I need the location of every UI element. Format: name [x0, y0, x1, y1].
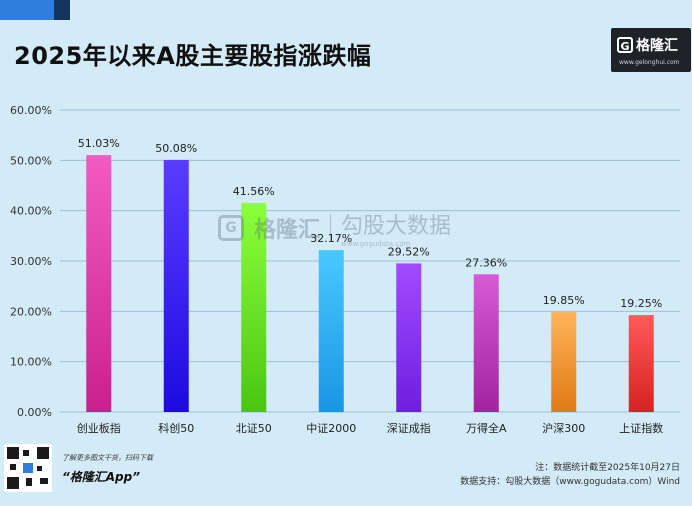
watermark-brand-a: 格隆汇 [254, 218, 321, 243]
value-label-1: 51.03% [78, 137, 120, 150]
bars [86, 155, 654, 413]
watermark: G 格隆汇 勾股大数据 www.gogudata.com [218, 208, 451, 248]
value-label-4: 32.17% [310, 232, 352, 245]
value-labels: 51.03% 50.08% 41.56% 32.17% 29.52% 27.36% 19.8… [78, 137, 662, 310]
value-label-6: 27.36% [465, 256, 507, 269]
y-tick-label: 0.00% [17, 406, 52, 419]
x-tick-label-8: 上证指数 [619, 421, 663, 435]
bar-7 [551, 312, 577, 412]
logo-url: www.gelonghui.com [619, 59, 680, 66]
x-tick-label-3: 北证50 [236, 422, 272, 435]
qr-note: 了解更多图文干货，扫码下载 [62, 454, 153, 462]
grid-lines [60, 109, 680, 413]
value-label-5: 29.52% [388, 245, 430, 258]
bar-3 [241, 202, 267, 412]
value-label-2: 50.08% [155, 142, 197, 155]
y-tick-labels: 0.00% 10.00% 20.00% 30.00% 40.00% 50.00% 60.00… [10, 104, 52, 419]
bar-2 [163, 159, 189, 412]
accent-bar-navy [54, 0, 70, 20]
y-tick-label: 20.00% [10, 305, 52, 318]
bar-8 [628, 315, 654, 412]
watermark-divider [330, 214, 332, 242]
value-label-3: 41.56% [233, 185, 275, 198]
bar-5 [396, 263, 422, 412]
chart-title: 2025年以来A股主要股指涨跌幅 [14, 42, 372, 70]
x-tick-label-5: 深证成指 [387, 421, 431, 435]
x-tick-labels: 创业板指 科创50 北证50 中证2000 深证成指 万得全A 沪深300 上证指数 [77, 421, 664, 435]
value-label-8: 19.25% [620, 297, 662, 310]
data-note: 注：数据统计截至2025年10月27日 [535, 463, 680, 473]
logo-text: 格隆汇 [636, 38, 678, 54]
logo-g-icon: G [617, 37, 633, 53]
x-tick-label-7: 沪深300 [542, 421, 585, 435]
x-tick-label-2: 科创50 [158, 421, 194, 435]
y-tick-label: 50.00% [10, 154, 52, 167]
x-tick-label-1: 创业板指 [77, 421, 121, 435]
app-name: “格隆汇App” [62, 470, 140, 484]
bar-4 [318, 250, 344, 412]
data-source: 数据支持：勾股大数据（www.gogudata.com）Wind [460, 477, 680, 487]
y-tick-label: 40.00% [10, 205, 52, 218]
accent-bar-blue [0, 0, 54, 20]
y-tick-label: 10.00% [10, 356, 52, 369]
bar-1 [86, 155, 112, 413]
y-tick-label: 60.00% [10, 104, 52, 117]
x-tick-label-4: 中证2000 [306, 422, 356, 435]
bar-6 [473, 274, 499, 412]
y-tick-label: 30.00% [10, 255, 52, 268]
watermark-g-icon: G [218, 215, 244, 241]
qr-code-icon [4, 444, 52, 492]
brand-logo: G 格隆汇 www.gelonghui.com [611, 28, 691, 72]
watermark-brand-b: 勾股大数据 [341, 214, 452, 239]
watermark-url-b: www.gogudata.com [341, 240, 411, 248]
value-label-7: 19.85% [543, 294, 585, 307]
x-tick-label-6: 万得全A [466, 421, 507, 435]
